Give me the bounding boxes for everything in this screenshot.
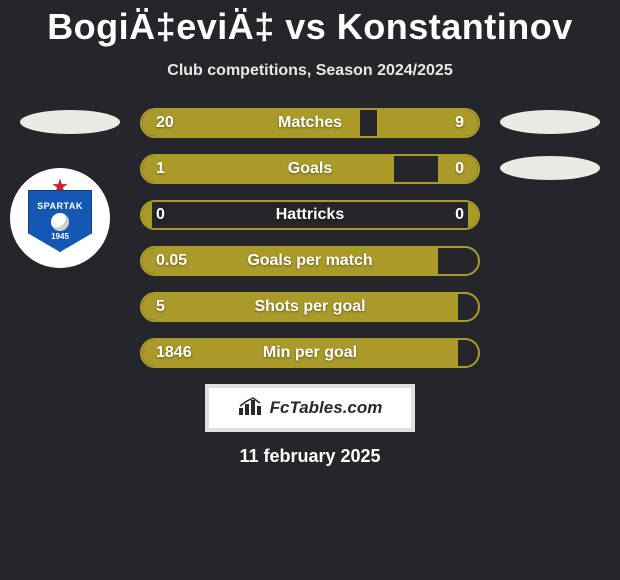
stat-row: 00Hattricks	[10, 200, 610, 230]
chart-icon	[238, 396, 264, 421]
ellipse-icon	[500, 156, 600, 180]
stat-label: Matches	[142, 110, 478, 136]
date-label: 11 february 2025	[0, 446, 620, 467]
stat-row: 209Matches	[10, 108, 610, 138]
footer-brand-text: FcTables.com	[270, 398, 383, 418]
stat-bar: 00Hattricks	[140, 200, 480, 230]
footer-brand-badge[interactable]: FcTables.com	[205, 384, 415, 432]
stat-label: Min per goal	[142, 340, 478, 366]
left-logo-placeholder	[20, 108, 120, 138]
stat-label: Goals per match	[142, 248, 478, 274]
stat-label: Goals	[142, 156, 478, 182]
stats-container: ★ SPARTAK 1945 209Matches10Goals00Hattri…	[0, 108, 620, 368]
stat-row: 5Shots per goal	[10, 292, 610, 322]
right-logo-placeholder	[500, 108, 600, 138]
page-title: BogiÄ‡eviÄ‡ vs Konstantinov	[0, 0, 620, 48]
stat-bar: 209Matches	[140, 108, 480, 138]
stat-row: 10Goals	[10, 154, 610, 184]
stat-label: Hattricks	[142, 202, 478, 228]
stat-bar: 1846Min per goal	[140, 338, 480, 368]
badge-year: 1945	[51, 232, 69, 241]
stat-bar: 10Goals	[140, 154, 480, 184]
ellipse-icon	[20, 110, 120, 134]
right-logo-placeholder	[500, 154, 600, 184]
ellipse-icon	[500, 110, 600, 134]
page-subtitle: Club competitions, Season 2024/2025	[0, 62, 620, 80]
stat-row: 1846Min per goal	[10, 338, 610, 368]
stat-label: Shots per goal	[142, 294, 478, 320]
stat-bar: 0.05Goals per match	[140, 246, 480, 276]
stat-row: 0.05Goals per match	[10, 246, 610, 276]
stat-bar: 5Shots per goal	[140, 292, 480, 322]
